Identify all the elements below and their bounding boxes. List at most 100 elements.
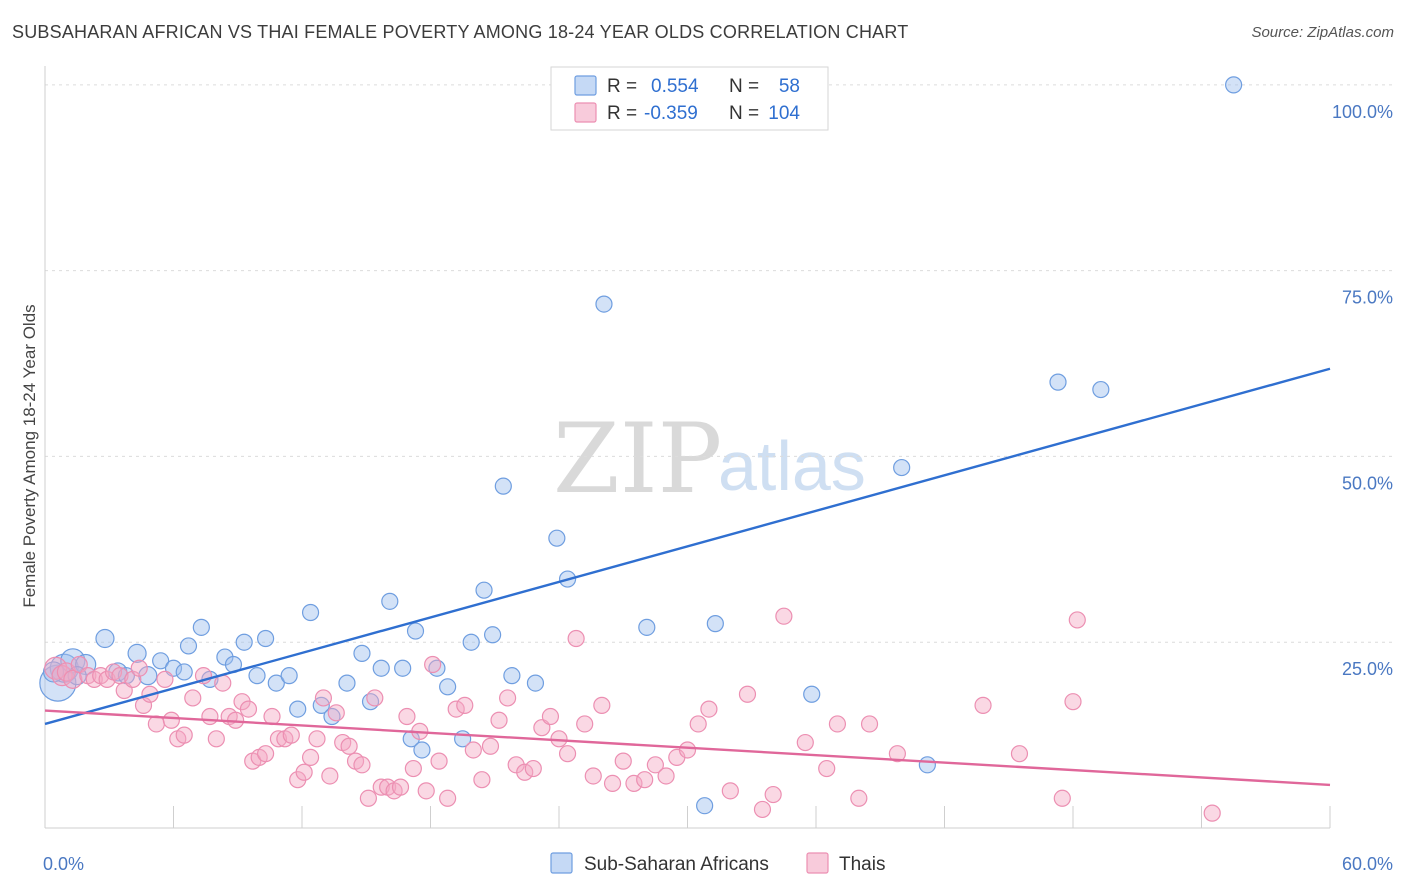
data-point [179, 637, 198, 655]
data-point [638, 618, 656, 636]
data-point [359, 789, 377, 807]
data-point [353, 756, 371, 774]
x-tick-label: 60.0% [1342, 854, 1393, 874]
data-point [1049, 373, 1067, 391]
legend-r-label: R = [607, 103, 637, 124]
data-point [152, 652, 170, 670]
data-point [263, 707, 281, 726]
y-tick-label: 100.0% [1332, 102, 1393, 122]
data-point [39, 664, 77, 702]
data-point [706, 615, 724, 633]
data-point [256, 629, 275, 648]
chart-source: Source: ZipAtlas.com [1251, 24, 1394, 41]
data-point [738, 685, 757, 703]
data-point [888, 745, 906, 763]
legend-stats-box [550, 66, 829, 131]
y-axis-label: Female Poverty Among 18-24 Year Olds [20, 304, 39, 607]
trend-line [44, 367, 1331, 726]
data-point [484, 626, 502, 644]
legend-label-sub-saharan-africans: Sub-Saharan Africans [584, 854, 769, 875]
data-point [464, 741, 482, 759]
data-point [207, 730, 225, 748]
data-point [366, 689, 384, 707]
data-point [456, 696, 474, 714]
data-point [1053, 789, 1071, 807]
data-point [1225, 76, 1243, 94]
data-point [753, 800, 772, 819]
data-point [321, 767, 339, 785]
data-point [398, 707, 416, 726]
data-point [918, 756, 936, 774]
data-point [301, 748, 320, 767]
data-point [130, 659, 148, 677]
data-point [372, 778, 390, 796]
data-point [63, 669, 83, 689]
watermark-atlas: atlas [718, 427, 866, 505]
data-point [595, 295, 613, 313]
data-point [430, 752, 448, 770]
data-point [447, 700, 465, 718]
legend-n-value: 104 [768, 103, 800, 124]
data-point [893, 458, 911, 477]
data-point [439, 789, 457, 807]
data-point [1064, 693, 1082, 711]
data-point [239, 700, 258, 718]
data-point [775, 607, 793, 625]
chart-title: SUBSAHARAN AFRICAN VS THAI FEMALE POVERT… [12, 22, 909, 42]
data-point [184, 689, 202, 707]
data-point [295, 763, 313, 781]
data-point [516, 763, 534, 781]
data-point [828, 715, 847, 733]
data-point [818, 759, 836, 778]
grid [45, 84, 1395, 643]
data-point [541, 707, 560, 726]
data-point [796, 733, 814, 752]
data-point [282, 726, 300, 744]
data-point [481, 737, 500, 755]
data-point [462, 633, 480, 651]
data-point [353, 644, 371, 662]
data-point [289, 700, 307, 718]
data-point [860, 715, 879, 733]
series-thais [44, 607, 1221, 822]
y-axis-ticks: 25.0% 50.0% 75.0% 100.0% [1332, 102, 1393, 679]
data-point [1092, 380, 1110, 399]
data-point [646, 756, 664, 774]
data-point [636, 771, 654, 789]
legend-n-label: N = [729, 103, 759, 124]
data-point [235, 633, 253, 651]
data-point [475, 581, 493, 599]
data-point [340, 737, 358, 755]
y-tick-label: 25.0% [1342, 659, 1393, 679]
data-point [567, 629, 585, 648]
legend-swatch-thais [806, 852, 829, 874]
data-point [269, 730, 288, 748]
legend-n-value: 58 [779, 76, 800, 97]
legend-label-thais: Thais [839, 854, 885, 875]
series-sub-saharan-africans [39, 76, 1243, 815]
data-point [372, 659, 390, 677]
data-point [657, 767, 675, 785]
data-point [95, 628, 115, 649]
data-point [614, 752, 632, 770]
legend-r-value: -0.359 [644, 103, 698, 124]
legend-r-value: 0.554 [651, 76, 699, 97]
data-point [678, 741, 697, 759]
legend-r-label: R = [607, 76, 637, 97]
data-point [490, 711, 508, 729]
data-point [1010, 745, 1029, 763]
data-point [404, 759, 422, 778]
data-point [584, 767, 602, 785]
data-point [201, 707, 219, 726]
data-point [576, 715, 594, 733]
y-tick-label: 50.0% [1342, 473, 1393, 493]
data-point [1068, 611, 1086, 629]
data-point [127, 643, 147, 663]
data-point [192, 618, 210, 636]
data-point [473, 771, 491, 789]
data-point [558, 745, 577, 763]
data-point [850, 789, 868, 807]
axes [44, 66, 1331, 829]
data-point [175, 663, 193, 681]
